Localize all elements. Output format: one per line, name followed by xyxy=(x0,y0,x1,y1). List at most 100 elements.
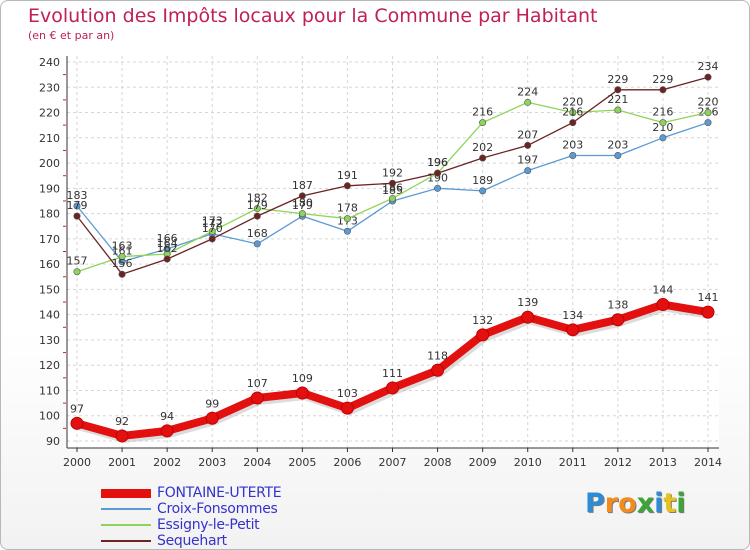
data-label-croix-fonsommes: 172 xyxy=(202,217,223,230)
y-tick-label: 210 xyxy=(39,132,60,145)
x-tick-label: 2005 xyxy=(288,456,316,469)
x-tick-label: 2008 xyxy=(424,456,452,469)
data-label-essigny-le-petit: 196 xyxy=(427,156,448,169)
x-tick-label: 2003 xyxy=(198,456,226,469)
data-label-sequehart: 191 xyxy=(337,169,358,182)
legend-swatch xyxy=(101,540,151,542)
data-point-essigny-le-petit xyxy=(614,106,622,114)
data-point-croix-fonsommes xyxy=(434,184,442,192)
y-tick-label: 150 xyxy=(39,283,60,296)
data-point-essigny-le-petit xyxy=(388,194,396,202)
data-label-fontaine-uterte: 134 xyxy=(562,309,583,322)
data-point-fontaine-uterte xyxy=(521,310,535,324)
x-tick-label: 2012 xyxy=(604,456,632,469)
logo-letter: o xyxy=(618,488,637,519)
x-tick-label: 2013 xyxy=(649,456,677,469)
data-point-croix-fonsommes xyxy=(479,187,487,195)
data-point-essigny-le-petit xyxy=(479,119,487,127)
x-tick-label: 2001 xyxy=(108,456,136,469)
data-point-essigny-le-petit xyxy=(659,119,667,127)
data-label-fontaine-uterte: 109 xyxy=(292,372,313,385)
data-point-fontaine-uterte xyxy=(701,305,715,319)
data-label-essigny-le-petit: 157 xyxy=(67,255,88,268)
data-point-sequehart xyxy=(524,141,532,149)
data-point-sequehart xyxy=(253,212,261,220)
data-label-essigny-le-petit: 216 xyxy=(472,106,493,119)
x-tick-label: 2014 xyxy=(694,456,722,469)
data-label-essigny-le-petit: 163 xyxy=(112,240,133,253)
data-label-fontaine-uterte: 141 xyxy=(698,291,719,304)
y-tick-label: 160 xyxy=(39,258,60,271)
data-label-sequehart: 229 xyxy=(607,73,628,86)
data-point-sequehart xyxy=(163,255,171,263)
data-point-essigny-le-petit xyxy=(208,227,216,235)
x-tick-label: 2004 xyxy=(243,456,271,469)
data-label-croix-fonsommes: 166 xyxy=(157,232,178,245)
data-label-essigny-le-petit: 224 xyxy=(517,85,538,98)
data-point-sequehart xyxy=(614,86,622,94)
data-point-essigny-le-petit xyxy=(569,109,577,117)
data-point-essigny-le-petit xyxy=(343,215,351,223)
data-label-essigny-le-petit: 220 xyxy=(698,96,719,109)
data-label-croix-fonsommes: 179 xyxy=(292,199,313,212)
y-tick-label: 120 xyxy=(39,359,60,372)
data-label-fontaine-uterte: 111 xyxy=(382,367,403,380)
data-label-essigny-le-petit: 220 xyxy=(562,96,583,109)
data-label-fontaine-uterte: 132 xyxy=(472,314,493,327)
chart-title: Evolution des Impôts locaux pour la Comm… xyxy=(28,5,598,27)
data-point-essigny-le-petit xyxy=(524,98,532,106)
data-label-croix-fonsommes: 168 xyxy=(247,227,268,240)
data-label-fontaine-uterte: 94 xyxy=(160,410,174,423)
data-point-sequehart xyxy=(479,154,487,162)
data-label-sequehart: 229 xyxy=(652,73,673,86)
data-label-essigny-le-petit: 186 xyxy=(382,181,403,194)
data-label-fontaine-uterte: 92 xyxy=(115,415,129,428)
data-label-essigny-le-petit: 182 xyxy=(247,192,268,205)
data-point-fontaine-uterte xyxy=(566,323,580,337)
legend-label: Essigny-le-Petit xyxy=(157,517,260,533)
data-label-fontaine-uterte: 107 xyxy=(247,377,268,390)
data-point-croix-fonsommes xyxy=(524,167,532,175)
data-label-croix-fonsommes: 210 xyxy=(652,121,673,134)
data-point-sequehart xyxy=(208,235,216,243)
data-point-sequehart xyxy=(434,169,442,177)
y-tick-label: 230 xyxy=(39,81,60,94)
data-point-sequehart xyxy=(659,86,667,94)
data-label-fontaine-uterte: 144 xyxy=(652,284,673,297)
data-point-sequehart xyxy=(73,212,81,220)
y-tick-label: 200 xyxy=(39,157,60,170)
data-point-fontaine-uterte xyxy=(295,386,309,400)
data-point-essigny-le-petit xyxy=(298,210,306,218)
data-point-sequehart xyxy=(343,182,351,190)
logo-letter: P xyxy=(585,488,605,519)
data-label-essigny-le-petit: 221 xyxy=(607,93,628,106)
legend-label: Croix-Fonsommes xyxy=(157,501,278,517)
data-label-sequehart: 179 xyxy=(67,199,88,212)
data-label-croix-fonsommes: 161 xyxy=(112,245,133,258)
legend-label: FONTAINE-UTERTE xyxy=(157,485,282,501)
data-label-sequehart: 207 xyxy=(517,128,538,141)
data-label-sequehart: 202 xyxy=(472,141,493,154)
data-label-fontaine-uterte: 99 xyxy=(205,397,219,410)
data-point-fontaine-uterte xyxy=(611,313,625,327)
x-tick-label: 2011 xyxy=(559,456,587,469)
data-point-fontaine-uterte xyxy=(205,411,219,425)
data-label-sequehart: 196 xyxy=(427,156,448,169)
data-point-croix-fonsommes xyxy=(659,134,667,142)
data-label-croix-fonsommes: 185 xyxy=(382,184,403,197)
data-point-sequehart xyxy=(704,73,712,81)
y-tick-label: 220 xyxy=(39,107,60,120)
y-tick-label: 190 xyxy=(39,182,60,195)
data-point-essigny-le-petit xyxy=(118,253,126,261)
data-point-croix-fonsommes xyxy=(569,151,577,159)
data-label-fontaine-uterte: 97 xyxy=(70,402,84,415)
data-point-fontaine-uterte xyxy=(250,391,264,405)
data-point-croix-fonsommes xyxy=(614,151,622,159)
data-point-fontaine-uterte xyxy=(160,424,174,438)
data-label-fontaine-uterte: 138 xyxy=(607,299,628,312)
data-label-essigny-le-petit: 180 xyxy=(292,197,313,210)
data-label-essigny-le-petit: 173 xyxy=(202,214,223,227)
x-tick-label: 2002 xyxy=(153,456,181,469)
data-point-croix-fonsommes xyxy=(704,119,712,127)
